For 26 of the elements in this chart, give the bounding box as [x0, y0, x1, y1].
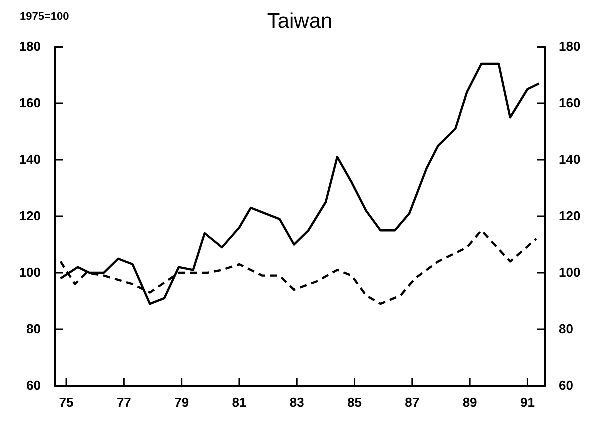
x-tick-label: 89 [462, 395, 478, 410]
chart-title: Taiwan [267, 10, 333, 33]
x-tick-label: 79 [174, 395, 190, 410]
x-tick-label: 91 [520, 395, 535, 410]
x-tick-label: 75 [59, 395, 74, 410]
y-tick-label: 60 [26, 378, 41, 394]
y-tick-label: 100 [19, 265, 41, 280]
y-tick-label: 180 [19, 39, 41, 54]
y2-tick-label: 80 [559, 322, 574, 337]
y2-tick-label: 180 [559, 39, 581, 54]
x-tick-label: 81 [232, 395, 247, 410]
y2-tick-label: 160 [559, 96, 581, 111]
line-series [60, 62, 540, 306]
x-tick-label: 85 [348, 395, 362, 410]
y-tick-label: 80 [26, 322, 41, 337]
y-tick-label: 160 [19, 96, 41, 111]
y2-tick-label: 100 [559, 265, 581, 280]
x-tick-label: 87 [405, 395, 420, 410]
y2-tick-label: 120 [559, 208, 581, 224]
y-tick-label: 140 [19, 152, 41, 168]
x-tick-label: 77 [116, 395, 132, 410]
x-tick-label: 83 [290, 395, 304, 410]
y2-tick-label: 140 [559, 152, 581, 168]
text: 1975=100 [20, 11, 70, 23]
y-tick-label: 120 [19, 208, 41, 224]
y2-tick-label: 60 [559, 378, 574, 394]
